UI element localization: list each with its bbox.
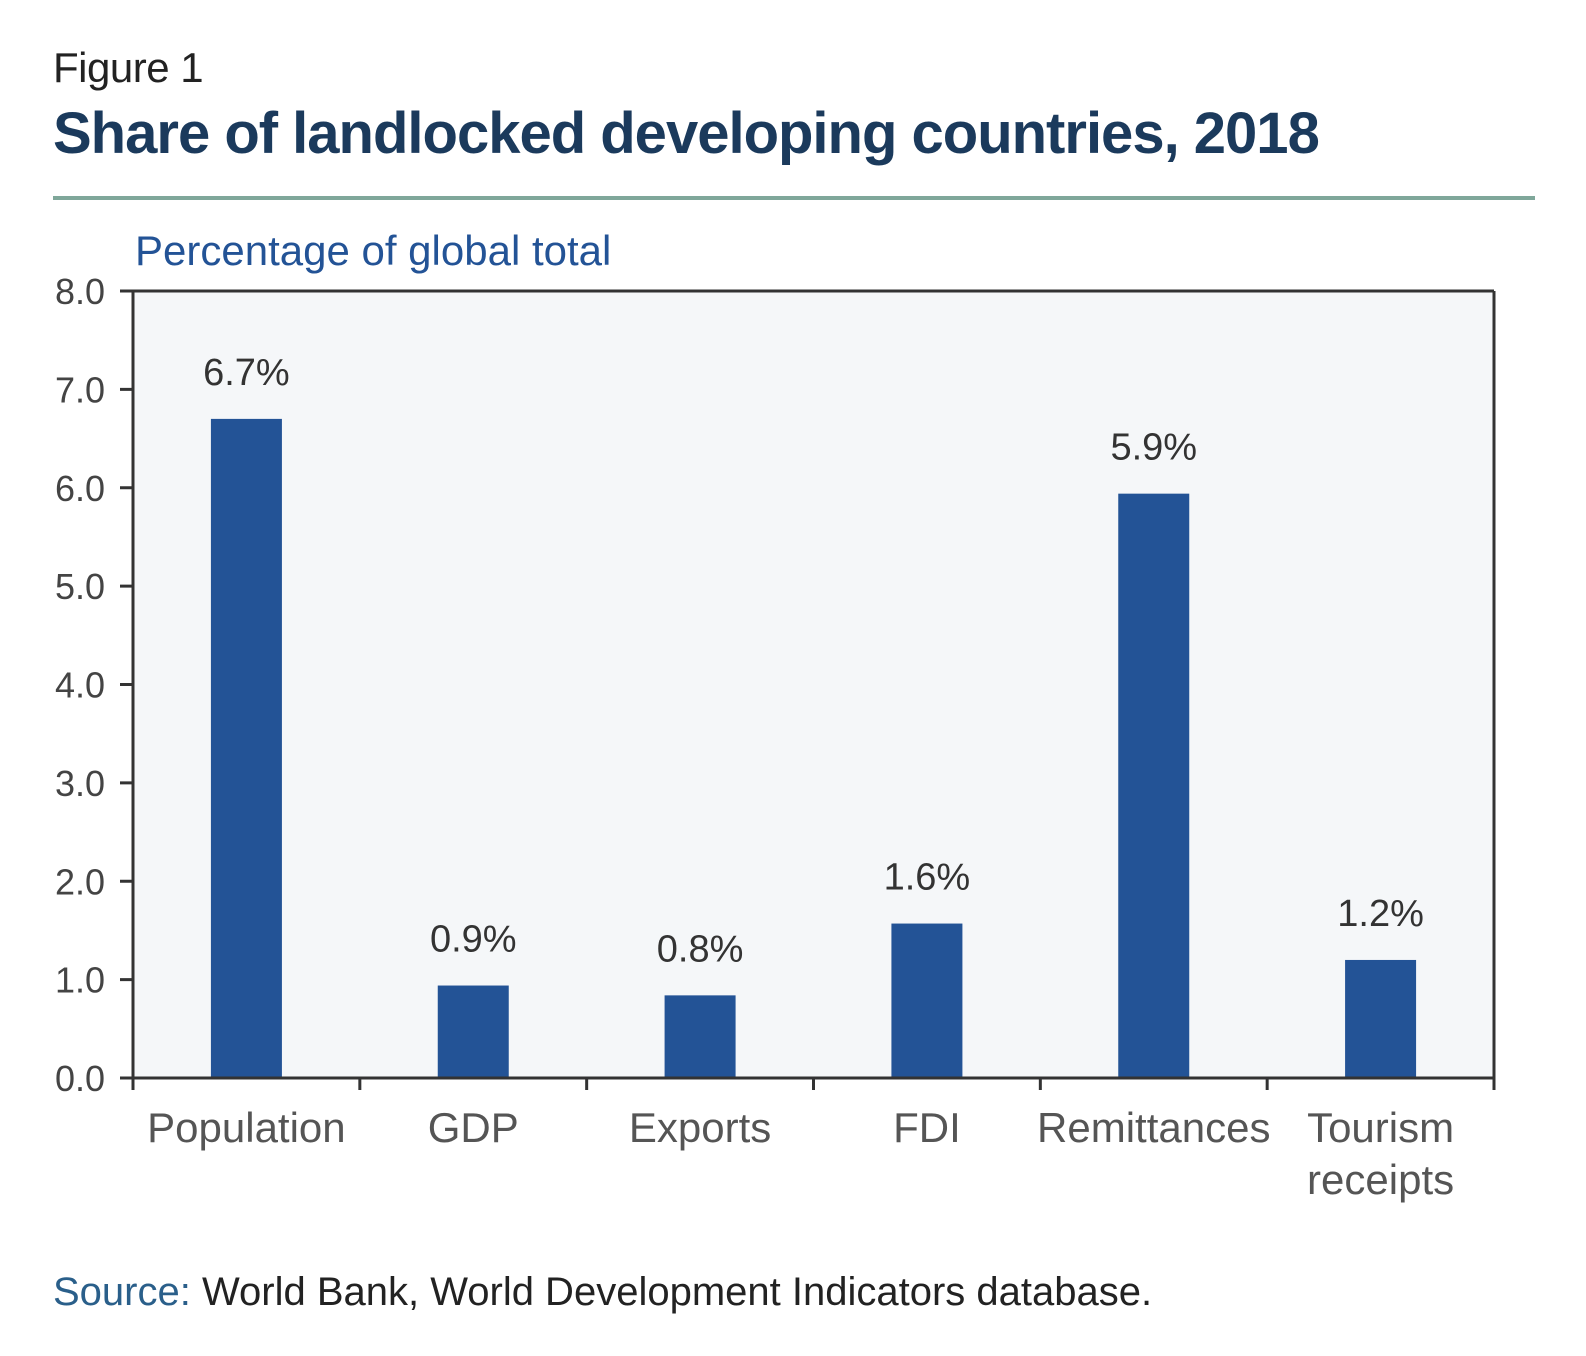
x-tick-label: Remittances	[1037, 1104, 1270, 1151]
x-tick-label: receipts	[1307, 1156, 1454, 1203]
x-tick-label: FDI	[893, 1104, 961, 1151]
source-label: Source:	[53, 1270, 191, 1314]
x-tick-label: Tourism	[1307, 1104, 1454, 1151]
data-label: 1.2%	[1337, 893, 1424, 935]
bar-chart: Percentage of global total 6.7% 0.9% 0.8% 1.…	[55, 227, 1496, 1203]
y-tick-label: 0.0	[55, 1058, 105, 1099]
y-tick-label: 6.0	[55, 468, 105, 509]
data-label: 0.9%	[430, 919, 517, 961]
y-tick-label: 1.0	[55, 960, 105, 1001]
bar	[210, 418, 282, 1078]
y-tick-label: 7.0	[55, 369, 105, 410]
y-tick-label: 2.0	[55, 861, 105, 902]
source-text: World Bank, World Development Indicators…	[190, 1270, 1153, 1314]
data-label: 6.7%	[203, 352, 290, 394]
title-divider	[53, 196, 1535, 200]
bar	[664, 995, 736, 1078]
x-tick-label: GDP	[428, 1104, 519, 1151]
data-label: 5.9%	[1110, 427, 1197, 469]
bar	[1118, 493, 1190, 1079]
y-tick-label: 3.0	[55, 763, 105, 804]
y-tick-label: 4.0	[55, 665, 105, 706]
figure-label: Figure 1	[53, 44, 204, 91]
x-tick-label: Exports	[629, 1104, 771, 1151]
bar	[1345, 959, 1417, 1078]
y-tick-label: 5.0	[55, 566, 105, 607]
y-tick-label: 8.0	[55, 271, 105, 312]
data-label: 1.6%	[884, 857, 971, 899]
y-axis-label: Percentage of global total	[135, 227, 611, 274]
source-note: Source: World Bank, World Development In…	[53, 1270, 1152, 1315]
x-tick-label: Population	[147, 1104, 346, 1151]
chart-title: Share of landlocked developing countries…	[53, 101, 1320, 166]
data-label: 0.8%	[657, 928, 744, 970]
bar	[891, 923, 963, 1078]
plot-area	[133, 291, 1494, 1078]
bar	[437, 985, 509, 1078]
